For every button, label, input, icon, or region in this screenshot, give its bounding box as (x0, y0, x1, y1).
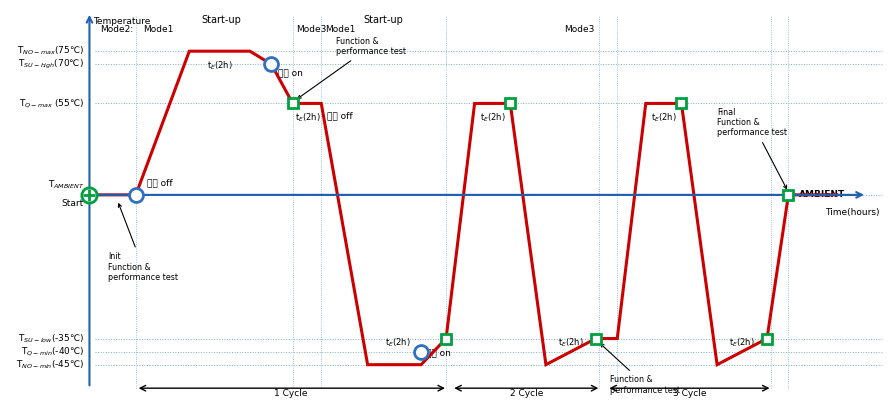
Text: Start-up: Start-up (202, 15, 241, 25)
Text: AMBIENT: AMBIENT (799, 190, 845, 199)
Text: t$_E$(2h): t$_E$(2h) (385, 337, 410, 349)
Text: t$_E$(2h): t$_E$(2h) (729, 337, 755, 349)
Text: 2 Cycle: 2 Cycle (510, 389, 543, 398)
Text: Start-up: Start-up (364, 15, 403, 25)
Text: T$_{NO-max}$(75℃): T$_{NO-max}$(75℃) (17, 45, 84, 57)
Text: t$_E$(2h): t$_E$(2h) (650, 111, 676, 124)
Text: Init
Function &
performance test: Init Function & performance test (108, 204, 178, 282)
Text: 전원 off: 전원 off (327, 111, 352, 120)
Text: Function &
performance test: Function & performance test (600, 344, 680, 395)
Text: Mode1: Mode1 (143, 25, 173, 34)
Text: T$_{Q-max}$ (55℃): T$_{Q-max}$ (55℃) (19, 97, 84, 110)
Text: T$_{SU-high}$(70℃): T$_{SU-high}$(70℃) (18, 58, 84, 71)
Text: T$_{AMBIENT}$: T$_{AMBIENT}$ (47, 179, 84, 191)
Text: Mode2:: Mode2: (100, 25, 134, 34)
Text: 전원 on: 전원 on (279, 69, 304, 78)
Text: 1 Cycle: 1 Cycle (274, 389, 307, 398)
Text: Temperature: Temperature (93, 17, 151, 26)
Text: t$_E$(2h): t$_E$(2h) (295, 111, 320, 124)
Text: t$_E$(2h): t$_E$(2h) (558, 337, 584, 349)
Text: T$_{NO-min}$(-45℃): T$_{NO-min}$(-45℃) (16, 358, 84, 371)
Text: t$_E$(2h): t$_E$(2h) (479, 111, 505, 124)
Text: T$_{SU-low}$(-35℃): T$_{SU-low}$(-35℃) (18, 332, 84, 345)
Text: Mode3: Mode3 (297, 25, 327, 34)
Text: 전원 on: 전원 on (426, 349, 452, 358)
Text: T$_{Q-min}$(-40℃): T$_{Q-min}$(-40℃) (21, 345, 84, 358)
Text: Time(hours): Time(hours) (825, 208, 880, 217)
Text: 전원 off: 전원 off (147, 178, 172, 187)
Text: t$_E$(2h): t$_E$(2h) (207, 59, 232, 72)
Text: Mode3: Mode3 (564, 25, 594, 34)
Text: 3 Cycle: 3 Cycle (673, 389, 706, 398)
Text: Function &
performance test: Function & performance test (297, 37, 406, 99)
Text: Mode1: Mode1 (325, 25, 355, 34)
Text: Start: Start (62, 199, 84, 208)
Text: Final
Function &
performance test: Final Function & performance test (717, 107, 787, 189)
